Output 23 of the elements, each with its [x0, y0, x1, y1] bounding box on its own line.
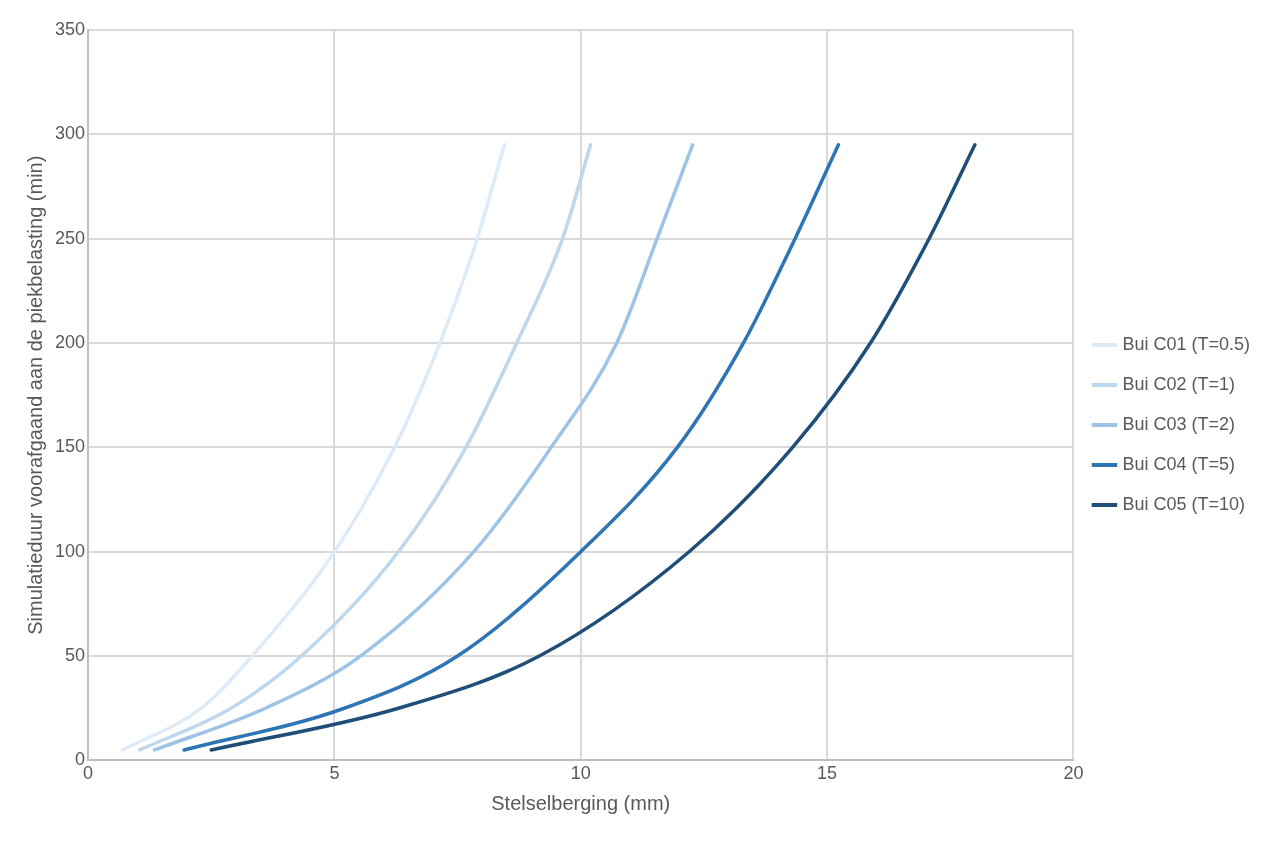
legend-label: Bui C05 (T=10) — [1122, 493, 1246, 514]
y-tick-label: 300 — [54, 123, 86, 144]
legend-label: Bui C01 (T=0.5) — [1122, 333, 1251, 354]
line-series — [120, 143, 507, 752]
y-tick-label: 350 — [54, 18, 86, 39]
legend-label: Bui C02 (T=1) — [1122, 373, 1235, 394]
x-tick-label: 5 — [329, 763, 340, 784]
y-tick-label: 200 — [54, 332, 86, 352]
x-tick-label: 20 — [1063, 763, 1084, 784]
line-series — [209, 143, 977, 752]
x-tick-label: 15 — [817, 763, 838, 784]
y-axis-title: Simulatieduur voorafgaand aan de piekbelasting (min) — [23, 155, 46, 635]
legend-label: Bui C03 (T=2) — [1122, 413, 1235, 434]
y-tick-label: 150 — [54, 436, 86, 457]
line-series — [138, 143, 593, 752]
line-series — [152, 143, 695, 752]
y-tick-label: 50 — [65, 645, 86, 666]
line-series — [182, 143, 841, 752]
y-tick-label: 250 — [54, 227, 86, 248]
x-tick-label: 10 — [570, 763, 591, 784]
x-axis-title: Stelselberging (mm) — [491, 791, 671, 814]
legend-label: Bui C04 (T=5) — [1122, 453, 1235, 474]
y-tick-label: 100 — [54, 540, 86, 561]
